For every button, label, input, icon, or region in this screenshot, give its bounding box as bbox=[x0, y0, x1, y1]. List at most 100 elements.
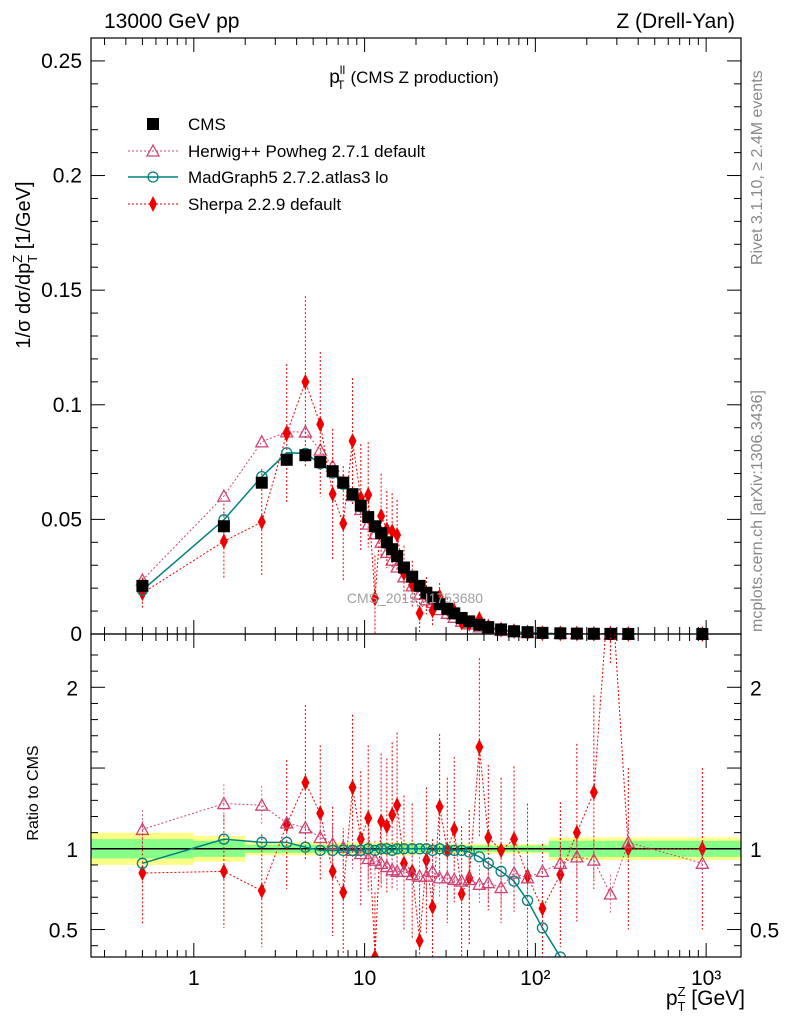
sherpa-ratio-point bbox=[606, 558, 614, 574]
x-axis-label: pZ T [GeV] bbox=[666, 984, 745, 1014]
mcplots-label: mcplots.cern.ch [arXiv:1306.3436] bbox=[749, 390, 766, 632]
madgraph-ratio-point bbox=[521, 894, 534, 907]
sherpa-ratio-point bbox=[415, 932, 424, 949]
herwig-ratio-point bbox=[569, 849, 584, 863]
madgraph-ratio-point bbox=[337, 844, 349, 857]
ratio-tick-label-right: 0.5 bbox=[750, 920, 779, 943]
ratio-tick-label: 0.5 bbox=[49, 920, 78, 943]
herwig-ratio-point bbox=[419, 868, 434, 882]
x-tick-label: 10 bbox=[353, 967, 376, 990]
herwig-ratio-point bbox=[481, 875, 496, 889]
cms-data-point bbox=[217, 520, 230, 533]
herwig-ratio-point bbox=[462, 872, 477, 886]
sherpa-main-point bbox=[377, 507, 386, 524]
madgraph-ratio-point bbox=[536, 922, 549, 934]
herwig-ratio-point bbox=[695, 855, 710, 869]
madgraph-ratio-point bbox=[398, 843, 410, 855]
sherpa-ratio-line bbox=[142, 634, 703, 957]
herwig-ratio-point bbox=[621, 834, 636, 848]
cms-data-point bbox=[482, 621, 495, 634]
sherpa-ratio-point bbox=[484, 829, 493, 846]
madgraph-ratio-point bbox=[375, 843, 387, 855]
sherpa-ratio-point bbox=[538, 900, 547, 917]
cms-data-point bbox=[255, 476, 268, 489]
cms-data-point bbox=[136, 579, 149, 592]
legend-label: MadGraph5 2.7.2.atlas3 lo bbox=[188, 168, 388, 187]
herwig-ratio-point bbox=[353, 846, 368, 860]
sherpa-main-point bbox=[370, 590, 379, 607]
sherpa-ratio-point bbox=[364, 810, 373, 827]
herwig-ratio-point bbox=[447, 872, 462, 886]
madgraph-ratio-point bbox=[369, 844, 381, 857]
legend-label: CMS bbox=[188, 115, 226, 134]
cms-data-point bbox=[463, 615, 476, 628]
madgraph-main-line bbox=[141, 452, 561, 635]
sherpa-main-point bbox=[328, 486, 337, 503]
sherpa-ratio-point bbox=[572, 824, 581, 841]
madgraph-ratio-point bbox=[346, 844, 359, 857]
sherpa-ratio-point bbox=[348, 779, 357, 796]
title-sup: ll bbox=[340, 63, 345, 77]
sherpa-ratio-point bbox=[556, 866, 565, 883]
sherpa-ratio-point bbox=[435, 798, 444, 815]
herwig-ratio-point bbox=[412, 868, 427, 882]
herwig-ratio-point bbox=[216, 796, 231, 810]
sherpa-ratio-point bbox=[328, 863, 337, 880]
title-rest: (CMS Z production) bbox=[350, 68, 498, 87]
cms-data-point bbox=[354, 499, 367, 512]
cms-data-point bbox=[280, 453, 293, 466]
x-tick-label: 10² bbox=[520, 967, 550, 990]
madgraph-ratio-point bbox=[426, 844, 439, 857]
cms-data-point bbox=[337, 476, 350, 489]
madgraph-ratio-point bbox=[256, 836, 268, 848]
madgraph-ratio-point bbox=[463, 846, 475, 858]
herwig-main-point bbox=[254, 434, 269, 448]
herwig-ratio-point bbox=[432, 870, 447, 884]
madgraph-ratio-point bbox=[495, 865, 507, 878]
herwig-ratio-point bbox=[603, 886, 618, 900]
cms-data-point bbox=[397, 561, 410, 574]
herwig-ratio-point bbox=[135, 822, 150, 836]
sherpa-ratio-point bbox=[382, 818, 391, 835]
herwig-ratio-point bbox=[254, 797, 269, 811]
watermark: CMS_2019_I1753680 bbox=[347, 590, 483, 606]
sherpa-ratio-point bbox=[138, 865, 147, 882]
cms-data-point bbox=[346, 488, 359, 501]
y-tick-label: 0.25 bbox=[41, 50, 82, 73]
herwig-ratio-point bbox=[535, 864, 550, 878]
herwig-main-point bbox=[313, 442, 328, 456]
y-axis-label: 1/σ dσ/dpZT [1/GeV] bbox=[10, 181, 40, 348]
herwig-ratio-point bbox=[313, 830, 328, 844]
sherpa-main-point bbox=[282, 425, 291, 442]
madgraph-ratio-point bbox=[391, 843, 403, 855]
herwig-ratio-point bbox=[396, 864, 412, 878]
sherpa-ratio-point bbox=[450, 821, 459, 838]
y-tick-label: 0.05 bbox=[41, 508, 82, 531]
cms-data-point bbox=[508, 625, 521, 638]
madgraph-ratio-point bbox=[420, 843, 433, 855]
madgraph-ratio-point bbox=[406, 843, 418, 855]
title-sub: T bbox=[337, 78, 345, 92]
plot-title: pll T (CMS Z production) bbox=[329, 63, 499, 92]
madgraph-ratio-point bbox=[299, 841, 312, 853]
sherpa-ratio-point bbox=[475, 739, 484, 756]
y-tick-label: 0.1 bbox=[53, 394, 82, 417]
x-tick-label: 10³ bbox=[691, 967, 721, 990]
sherpa-ratio-point bbox=[377, 813, 386, 830]
cms-data-point bbox=[375, 527, 388, 540]
madgraph-ratio-point bbox=[433, 843, 446, 855]
herwig-ratio-point bbox=[361, 851, 376, 865]
legend-marker bbox=[147, 171, 159, 183]
herwig-ratio-point bbox=[367, 852, 383, 866]
sherpa-ratio-point bbox=[589, 784, 598, 801]
sherpa-ratio-point bbox=[257, 882, 266, 899]
herwig-ratio-point bbox=[279, 815, 294, 829]
herwig-ratio-point bbox=[586, 852, 601, 866]
header-left: 13000 GeV pp bbox=[104, 10, 239, 33]
cms-data-point bbox=[362, 511, 375, 524]
herwig-ratio-point bbox=[472, 876, 487, 890]
legend-label: Herwig++ Powheg 2.7.1 default bbox=[188, 142, 425, 161]
sherpa-main-point bbox=[415, 605, 424, 622]
rivet-label: Rivet 3.1.10, ≥ 2.4M events bbox=[749, 70, 766, 265]
